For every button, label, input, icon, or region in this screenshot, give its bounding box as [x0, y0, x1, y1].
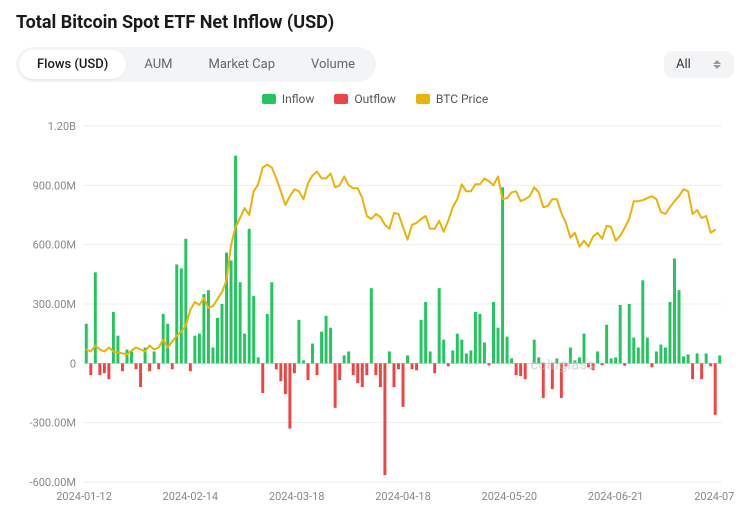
- tab-aum[interactable]: AUM: [126, 50, 190, 79]
- svg-text:2024-04-18: 2024-04-18: [375, 490, 431, 503]
- outflow-swatch: [334, 94, 348, 104]
- svg-text:coinglass: coinglass: [530, 355, 595, 373]
- svg-text:2024-03-18: 2024-03-18: [269, 490, 325, 503]
- svg-text:-600.00M: -600.00M: [30, 476, 76, 489]
- tab-volume[interactable]: Volume: [293, 50, 373, 79]
- svg-text:2024-07-24: 2024-07-24: [694, 490, 734, 503]
- legend-btc-price[interactable]: BTC Price: [416, 92, 488, 106]
- legend-inflow-label: Inflow: [282, 92, 315, 106]
- inflow-swatch: [262, 94, 276, 104]
- time-range-label: All: [676, 57, 691, 72]
- tab-flows[interactable]: Flows (USD): [19, 50, 126, 79]
- legend-btc-label: BTC Price: [436, 92, 488, 106]
- svg-text:600.00M: 600.00M: [33, 239, 76, 252]
- metric-tabs: Flows (USD) AUM Market Cap Volume: [16, 47, 376, 82]
- svg-text:0: 0: [70, 357, 76, 370]
- legend-inflow[interactable]: Inflow: [262, 92, 315, 106]
- svg-text:2024-05-20: 2024-05-20: [482, 490, 538, 503]
- svg-text:2024-02-14: 2024-02-14: [163, 490, 219, 503]
- svg-text:900.00M: 900.00M: [33, 179, 76, 192]
- chart-area: -600.00M -300.00M 0 300.00M 600.00M 900.00M 1.…: [16, 112, 734, 512]
- svg-text:2024-06-21: 2024-06-21: [588, 490, 644, 503]
- legend-outflow-label: Outflow: [354, 92, 395, 106]
- time-range-select[interactable]: All: [664, 51, 734, 78]
- chart-title: Total Bitcoin Spot ETF Net Inflow (USD): [16, 12, 734, 33]
- svg-text:2024-01-12: 2024-01-12: [56, 490, 112, 503]
- flow-chart[interactable]: -600.00M -300.00M 0 300.00M 600.00M 900.00M 1.…: [16, 112, 734, 512]
- svg-text:300.00M: 300.00M: [33, 298, 76, 311]
- controls-row: Flows (USD) AUM Market Cap Volume All: [16, 47, 734, 82]
- btc-swatch: [416, 94, 430, 104]
- chart-legend: Inflow Outflow BTC Price: [16, 92, 734, 106]
- tab-market-cap[interactable]: Market Cap: [191, 50, 294, 79]
- legend-outflow[interactable]: Outflow: [334, 92, 395, 106]
- svg-text:1.20B: 1.20B: [48, 120, 76, 133]
- chevron-updown-icon: [712, 58, 722, 72]
- svg-text:-300.00M: -300.00M: [30, 417, 76, 430]
